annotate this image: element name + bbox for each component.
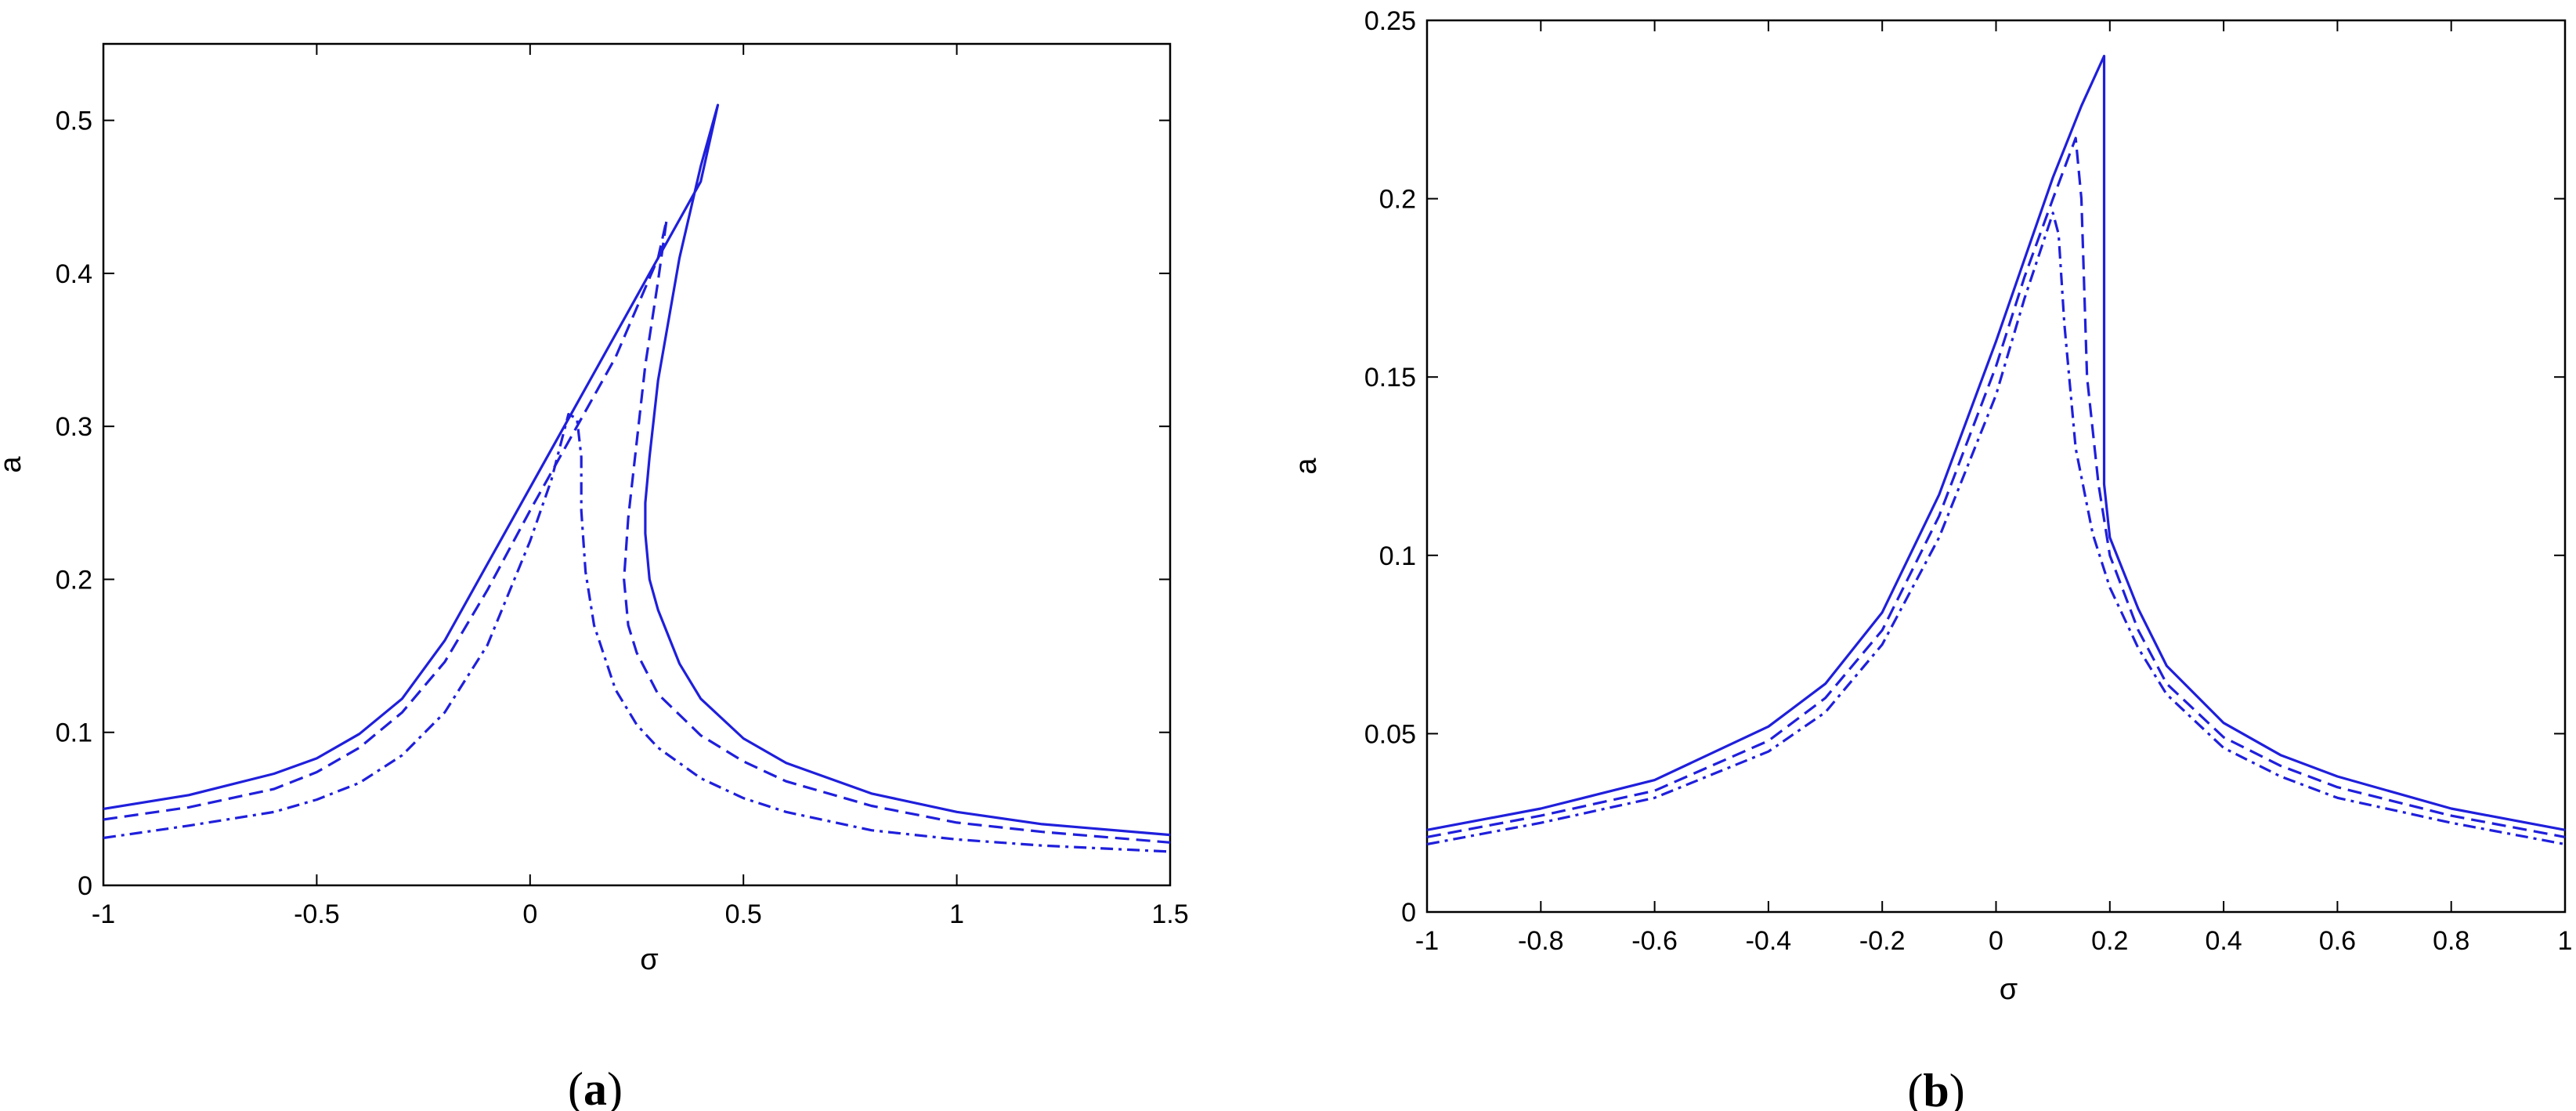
panel-b-x-tick-label: 0.6 <box>2319 926 2356 956</box>
panel-b-caption-open-paren: ( <box>1907 1065 1923 1111</box>
panel-b-y-tick-label: 0.25 <box>1364 6 1416 36</box>
panel-b-y-axis-title: a <box>1290 458 1323 475</box>
panel-b-series-dashdot-line <box>1426 212 2566 846</box>
panel-a-plot-frame <box>102 42 1172 887</box>
panel-a-caption-open-paren: ( <box>568 1063 583 1111</box>
panel-a-x-tick-label: 0 <box>522 899 537 929</box>
panel-b-y-tick-label: 0 <box>1401 898 1416 928</box>
panel-b-caption-letter: b <box>1923 1065 1949 1111</box>
panel-b-x-tick-label: -0.4 <box>1746 926 1792 956</box>
panel-b-y-tick-label: 0.2 <box>1379 185 1416 215</box>
panel-a-y-tick-label: 0.5 <box>56 107 92 136</box>
panel-a-x-axis-title: σ <box>640 943 658 976</box>
panel-b-caption-label: (b) <box>1907 1065 1964 1111</box>
panel-a-x-tick-label: 0.5 <box>725 899 762 929</box>
panel-a-caption-letter: a <box>583 1063 607 1111</box>
panel-a-y-tick-label: 0.2 <box>56 565 92 595</box>
panel-b-x-axis-title: σ <box>2000 973 2018 1006</box>
panel-b-x-tick-label: 0.8 <box>2433 926 2469 956</box>
panel-a-series-dashed-line <box>103 219 1171 844</box>
panel-a-x-tick-label: 1.5 <box>1151 899 1188 929</box>
panel-b-x-tick-label: -0.2 <box>1859 926 1906 956</box>
panel-a-y-tick-label: 0.1 <box>56 718 92 748</box>
panel-a-y-tick-label: 0.4 <box>56 259 92 289</box>
panel-a-x-tick-label: -1 <box>92 899 115 929</box>
panel-a-x-tick-label: 1 <box>949 899 964 929</box>
panel-a-series-dashdot-line <box>103 413 1171 853</box>
panel-a-caption-label: (a) <box>568 1063 623 1111</box>
panel-a-y-tick-label: 0.3 <box>56 412 92 442</box>
panel-b-x-tick-label: -1 <box>1415 926 1439 956</box>
panel-b-series-solid-line <box>1426 54 2566 831</box>
panel-b-x-tick-label: 0 <box>1989 926 2003 956</box>
panel-b-x-tick-label: -0.8 <box>1518 926 1564 956</box>
panel-a-y-tick-label: 0 <box>78 871 92 901</box>
panel-b-y-tick-label: 0.05 <box>1364 719 1416 749</box>
panel-a-x-tick-label: -0.5 <box>294 899 340 929</box>
panel-a: -1-0.500.511.500.10.20.30.40.5σa(a) <box>0 42 1189 1111</box>
panel-b-x-tick-label: 1 <box>2558 926 2573 956</box>
panel-b: -1 -0.8 -0.6 -0.4 -0.2 0 0.2 0.4 0.6 0.8 1 0 0.05 0.1… <box>1290 6 2572 1111</box>
panel-b-x-tick-label: 0.2 <box>2091 926 2128 956</box>
panel-b-y-tick-label: 0.15 <box>1364 363 1416 393</box>
panel-b-y-tick-label: 0.1 <box>1379 541 1416 571</box>
panel-b-caption-close-paren: ) <box>1949 1065 1965 1111</box>
panel-b-x-tick-label: 0.4 <box>2205 926 2242 956</box>
panel-b-series-dashed-line <box>1426 136 2566 838</box>
panel-b-x-tick-label: -0.6 <box>1631 926 1678 956</box>
panel-a-series-solid-line <box>103 103 1171 837</box>
panel-a-caption-close-paren: ) <box>607 1063 623 1111</box>
panel-b-plot-frame <box>1425 19 2567 914</box>
panel-a-y-axis-title: a <box>0 456 27 473</box>
